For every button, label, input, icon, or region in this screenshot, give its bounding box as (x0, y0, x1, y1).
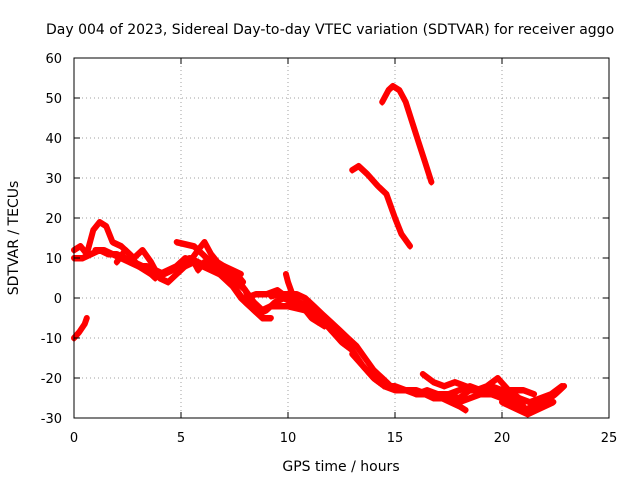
y-tick-label: -30 (41, 412, 62, 427)
y-tick-label: 30 (45, 172, 62, 187)
series-arc-17 (445, 383, 538, 397)
series-arc-15 (379, 83, 435, 185)
series-arc-13-band (350, 354, 525, 410)
x-tick-label: 15 (387, 431, 404, 446)
y-tick-label: -10 (41, 332, 62, 347)
series-arc-11-band (284, 274, 326, 330)
x-tick-label: 25 (601, 431, 618, 446)
y-tick-label: -20 (41, 372, 62, 387)
y-tick-label: 10 (45, 252, 62, 267)
series-arc-6-band (175, 242, 273, 322)
x-axis-label: GPS time / hours (282, 459, 399, 475)
series-arc-16 (419, 371, 565, 405)
x-tick-label: 20 (494, 431, 511, 446)
data-series-group (71, 83, 568, 418)
series-arc-18-band (500, 402, 555, 418)
series-arc-15-band (380, 86, 433, 186)
series-arc-13 (349, 351, 527, 409)
y-tick-label: 0 (54, 292, 62, 307)
series-arc-17-band (447, 386, 536, 398)
series-arc-14-band (350, 166, 412, 250)
chart-title: Day 004 of 2023, Sidereal Day-to-day VTE… (46, 22, 614, 38)
axis-ticks: 0 5 10 15 20 25 -30 -20 -10 0 10 20 30 40 50 60 (41, 52, 618, 446)
x-tick-label: 10 (280, 431, 297, 446)
series-arc-5-band (115, 250, 307, 314)
y-tick-label: 20 (45, 212, 62, 227)
y-tick-label: 40 (45, 132, 62, 147)
grid-lines (74, 58, 609, 418)
y-tick-label: 60 (45, 52, 62, 67)
x-tick-label: 5 (177, 431, 185, 446)
y-tick-label: 50 (45, 92, 62, 107)
y-axis-label: SDTVAR / TECUs (6, 181, 22, 296)
x-tick-label: 0 (70, 431, 78, 446)
series-arc-10-band (269, 294, 468, 414)
series-arc-18 (499, 399, 557, 417)
series-arc-8-band (190, 258, 243, 278)
series-arc-1-band (72, 318, 89, 342)
plot-frame (73, 57, 610, 419)
